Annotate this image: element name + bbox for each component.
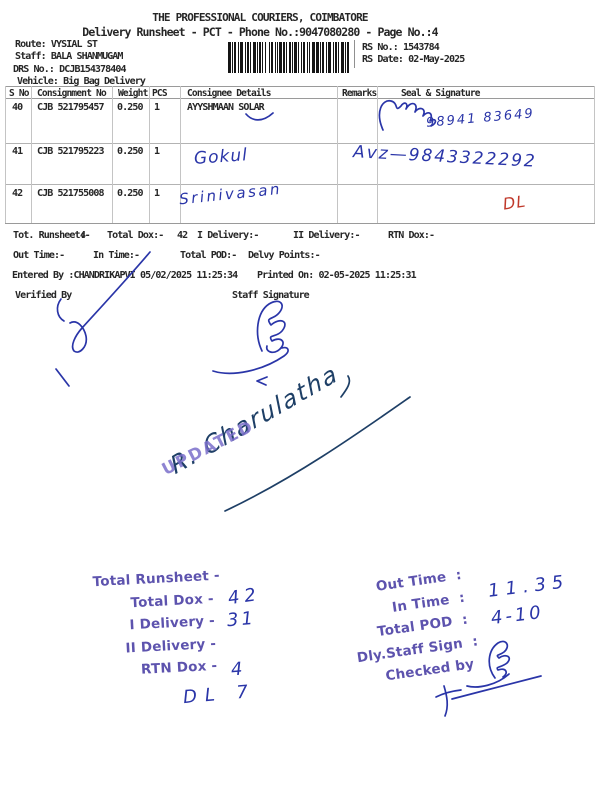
drs-label: DRS No.: — [13, 64, 55, 75]
table-row-cell-sno: 42 — [12, 188, 23, 199]
row-separator — [5, 143, 595, 144]
rs-no-value: 1543784 — [402, 42, 440, 53]
tot-runsheet-value: 4 — [80, 230, 86, 241]
route-label: Route: — [15, 39, 47, 50]
rs-no-label: RS No.: — [362, 42, 399, 53]
printed-on-line: Printed On: 02-05-2025 11:25:31 — [257, 270, 417, 281]
summary-stamp-right: Out Time : In Time : Total POD : Dly.Sta… — [346, 564, 479, 691]
main-signature-hook — [340, 375, 351, 398]
handwritten-dl-note: DL 7 — [182, 680, 257, 709]
total-dox-value: 42 — [177, 230, 188, 241]
table-row-cell-weight: 0.250 — [117, 102, 143, 113]
table-row-cell-consignment: CJB 521795223 — [37, 146, 104, 157]
verified-by-signature-dash — [55, 368, 70, 387]
table-border-top — [5, 86, 595, 87]
company-title: THE PROFESSIONAL COURIERS, COIMBATORE — [152, 11, 368, 24]
dly-staff-sign-signature — [488, 640, 511, 679]
total-dox-label: Total Dox:- — [107, 230, 164, 241]
col-header-sno: S No — [9, 88, 29, 99]
table-row-cell-weight: 0.250 — [117, 146, 143, 157]
verified-by-signature-curl — [56, 298, 65, 322]
handwritten-phone-row40: 98941 83649 — [425, 106, 536, 131]
drs-line: DRS No.: DCJB154378404 — [13, 64, 127, 75]
table-row-cell-consignee: AYYSHMAAN SOLAR — [187, 102, 265, 113]
row-separator — [5, 184, 595, 185]
checked-by-signature-cross — [435, 689, 462, 698]
table-border-left — [5, 86, 6, 223]
in-time-label: In Time:- — [93, 250, 140, 261]
col-header-consignment: Consignment No — [37, 88, 107, 99]
checked-by-signature-line — [451, 675, 542, 700]
barcode — [228, 42, 349, 73]
verified-by-label: Verified By — [15, 290, 72, 301]
handwritten-total-dox: 42 — [226, 583, 263, 610]
route-value: VYSIAL ST — [50, 39, 98, 50]
delvy-points-label: Delvy Points:- — [248, 250, 321, 261]
staff-signature-label: Staff Signature — [232, 290, 310, 301]
handwritten-dl-mark-row42: DL — [501, 191, 528, 214]
handwritten-consignee-row41: Gokul — [193, 145, 249, 169]
staff-value: BALA SHANMUGAM — [50, 51, 124, 62]
total-pod-label: Total POD:- — [180, 250, 237, 261]
table-row-cell-weight: 0.250 — [117, 188, 143, 199]
col-header-remarks: Remarks — [342, 88, 377, 99]
table-row-cell-sno: 41 — [12, 146, 23, 157]
col-header-consignee: Consignee Details — [187, 88, 271, 99]
table-row-cell-pcs: 1 — [154, 102, 160, 113]
rs-date-line: RS Date: 02-May-2025 — [362, 54, 465, 65]
dly-staff-sign-swoosh — [466, 673, 510, 688]
ii-delivery-label: II Delivery:- — [293, 230, 360, 241]
vehicle-line: Vehicle: Big Bag Delivery — [17, 76, 146, 87]
table-border-bottom — [5, 223, 595, 224]
staff-signature-flourish — [256, 300, 286, 354]
handwritten-consignee-row42: Srinivasan — [178, 179, 283, 209]
column-divider — [377, 86, 378, 223]
verified-by-signature — [69, 251, 151, 353]
table-row-cell-consignment: CJB 521755008 — [37, 188, 104, 199]
column-divider — [31, 86, 32, 223]
vehicle-value: Big Bag Delivery — [63, 76, 146, 87]
runsheet-subtitle: Delivery Runsheet - PCT - Phone No.:9047… — [82, 25, 438, 39]
staff-signature-mark — [256, 376, 268, 386]
handwritten-in-time: 4-10 — [489, 601, 545, 630]
column-divider — [180, 86, 181, 223]
staff-label: Staff: — [15, 51, 47, 62]
stamp-line-rtn-dox: RTN Dox - — [140, 657, 218, 678]
rs-date-value: 02-May-2025 — [408, 54, 465, 65]
header-divider — [354, 40, 355, 68]
i-delivery-label: I Delivery:- — [197, 230, 259, 241]
column-divider — [337, 86, 338, 223]
col-header-weight: Weight — [118, 88, 148, 99]
rs-date-label: RS Date: — [362, 54, 404, 65]
table-header-separator — [5, 98, 595, 99]
handwritten-rtn-dox: 4 — [230, 658, 244, 681]
drs-value: DCJB154378404 — [59, 64, 126, 75]
tot-runsheet-label: Tot. Runsheet:- — [13, 230, 91, 241]
row40-pen-flick — [245, 112, 274, 121]
staff-line: Staff: BALA SHANMUGAM — [15, 51, 123, 62]
out-time-label: Out Time:- — [13, 250, 65, 261]
handwritten-phone-row41: Avz—9843322292 — [352, 142, 538, 172]
table-row-cell-sno: 40 — [12, 102, 23, 113]
col-header-pcs: PCS — [152, 88, 168, 99]
vehicle-label: Vehicle: — [17, 76, 59, 87]
table-row-cell-pcs: 1 — [154, 146, 160, 157]
column-divider — [149, 86, 150, 223]
table-row-cell-pcs: 1 — [154, 188, 160, 199]
entered-by-line: Entered By :CHANDRIKAPVI 05/02/2025 11:2… — [12, 270, 238, 281]
staff-signature-swoosh — [212, 346, 289, 375]
route-line: Route: VYSIAL ST — [15, 39, 98, 50]
summary-stamp-left: Total Runsheet - Total Dox - I Delivery … — [92, 565, 220, 684]
updated-stamp: UPDATED — [158, 416, 258, 479]
handwritten-out-time: 11.35 — [486, 571, 571, 602]
handwritten-i-delivery: 31 — [226, 607, 257, 632]
col-header-seal: Seal & Signature — [401, 88, 481, 99]
table-border-right — [594, 86, 595, 223]
table-row-cell-consignment: CJB 521795457 — [37, 102, 104, 113]
column-divider — [112, 86, 113, 223]
rs-no-line: RS No.: 1543784 — [362, 42, 440, 53]
rtn-dox-label: RTN Dox:- — [388, 230, 435, 241]
checked-by-signature-stem — [443, 685, 449, 717]
